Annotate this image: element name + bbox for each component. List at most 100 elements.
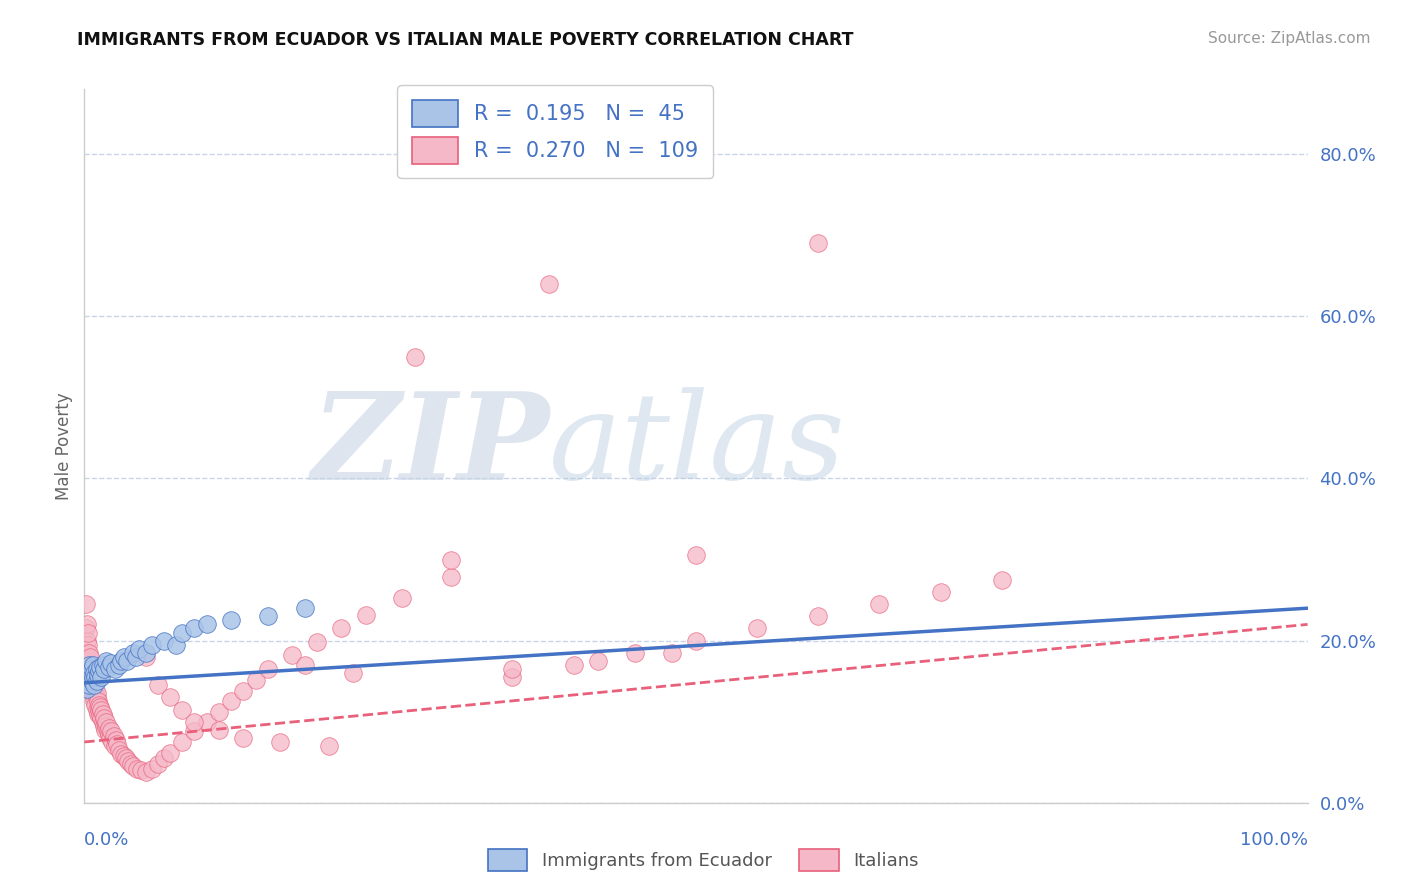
Point	[103, 729, 125, 743]
Point	[83, 690, 105, 705]
Point	[76, 682, 98, 697]
Point	[502, 670, 524, 684]
Point	[77, 646, 100, 660]
Point	[93, 719, 115, 733]
Point	[391, 591, 413, 606]
Point	[77, 657, 100, 672]
Point	[281, 648, 304, 663]
Point	[87, 665, 110, 679]
Point	[929, 585, 952, 599]
Point	[440, 552, 463, 566]
Point	[117, 754, 139, 768]
Point	[77, 662, 100, 676]
Point	[807, 609, 830, 624]
Point	[86, 662, 108, 676]
Point	[100, 657, 122, 671]
Point	[83, 666, 105, 681]
Point	[87, 667, 110, 681]
Point	[342, 666, 364, 681]
Point	[440, 570, 463, 584]
Point	[208, 705, 231, 719]
Point	[77, 625, 100, 640]
Point	[135, 649, 157, 664]
Point	[159, 690, 181, 705]
Point	[84, 698, 107, 713]
Point	[128, 641, 150, 656]
Point	[146, 756, 169, 771]
Point	[77, 662, 100, 676]
Point	[80, 678, 103, 692]
Point	[141, 638, 163, 652]
Point	[91, 657, 114, 672]
Point	[747, 622, 769, 636]
Point	[80, 662, 103, 676]
Point	[354, 607, 377, 622]
Point	[76, 633, 98, 648]
Point	[75, 670, 97, 684]
Point	[330, 622, 353, 636]
Point	[87, 694, 110, 708]
Point	[86, 702, 108, 716]
Point	[153, 751, 176, 765]
Point	[208, 723, 231, 737]
Point	[77, 654, 100, 668]
Point	[115, 654, 138, 668]
Point	[97, 721, 120, 735]
Point	[869, 597, 891, 611]
Point	[97, 724, 120, 739]
Point	[141, 762, 163, 776]
Point	[404, 350, 426, 364]
Point	[89, 659, 111, 673]
Point	[82, 657, 104, 672]
Point	[183, 724, 205, 739]
Point	[586, 654, 609, 668]
Point	[101, 735, 124, 749]
Point	[89, 708, 111, 723]
Point	[86, 690, 108, 705]
Text: Source: ZipAtlas.com: Source: ZipAtlas.com	[1208, 31, 1371, 46]
Point	[79, 670, 101, 684]
Point	[84, 682, 107, 697]
Point	[87, 706, 110, 721]
Point	[82, 674, 104, 689]
Point	[502, 662, 524, 676]
Point	[685, 633, 707, 648]
Point	[112, 649, 135, 664]
Point	[77, 670, 100, 684]
Point	[75, 597, 97, 611]
Text: 0.0%: 0.0%	[84, 831, 129, 849]
Point	[159, 746, 181, 760]
Point	[93, 711, 115, 725]
Point	[80, 682, 103, 697]
Point	[97, 659, 120, 673]
Point	[82, 670, 104, 684]
Point	[129, 764, 152, 778]
Text: 100.0%: 100.0%	[1240, 831, 1308, 849]
Point	[96, 719, 118, 733]
Legend: R =  0.195   N =  45, R =  0.270   N =  109: R = 0.195 N = 45, R = 0.270 N = 109	[398, 86, 713, 178]
Point	[120, 756, 142, 771]
Point	[245, 673, 267, 687]
Point	[232, 731, 254, 745]
Point	[79, 674, 101, 689]
Point	[82, 686, 104, 700]
Point	[219, 613, 242, 627]
Point	[94, 723, 117, 737]
Text: IMMIGRANTS FROM ECUADOR VS ITALIAN MALE POVERTY CORRELATION CHART: IMMIGRANTS FROM ECUADOR VS ITALIAN MALE …	[77, 31, 853, 49]
Point	[82, 670, 104, 684]
Point	[76, 617, 98, 632]
Point	[538, 277, 561, 291]
Point	[153, 633, 176, 648]
Point	[135, 764, 157, 779]
Point	[105, 738, 128, 752]
Point	[257, 662, 280, 676]
Point	[83, 694, 105, 708]
Point	[294, 601, 316, 615]
Point	[83, 678, 105, 692]
Point	[183, 714, 205, 729]
Point	[125, 762, 148, 776]
Point	[91, 706, 114, 721]
Point	[107, 657, 129, 672]
Point	[93, 662, 115, 676]
Point	[112, 748, 135, 763]
